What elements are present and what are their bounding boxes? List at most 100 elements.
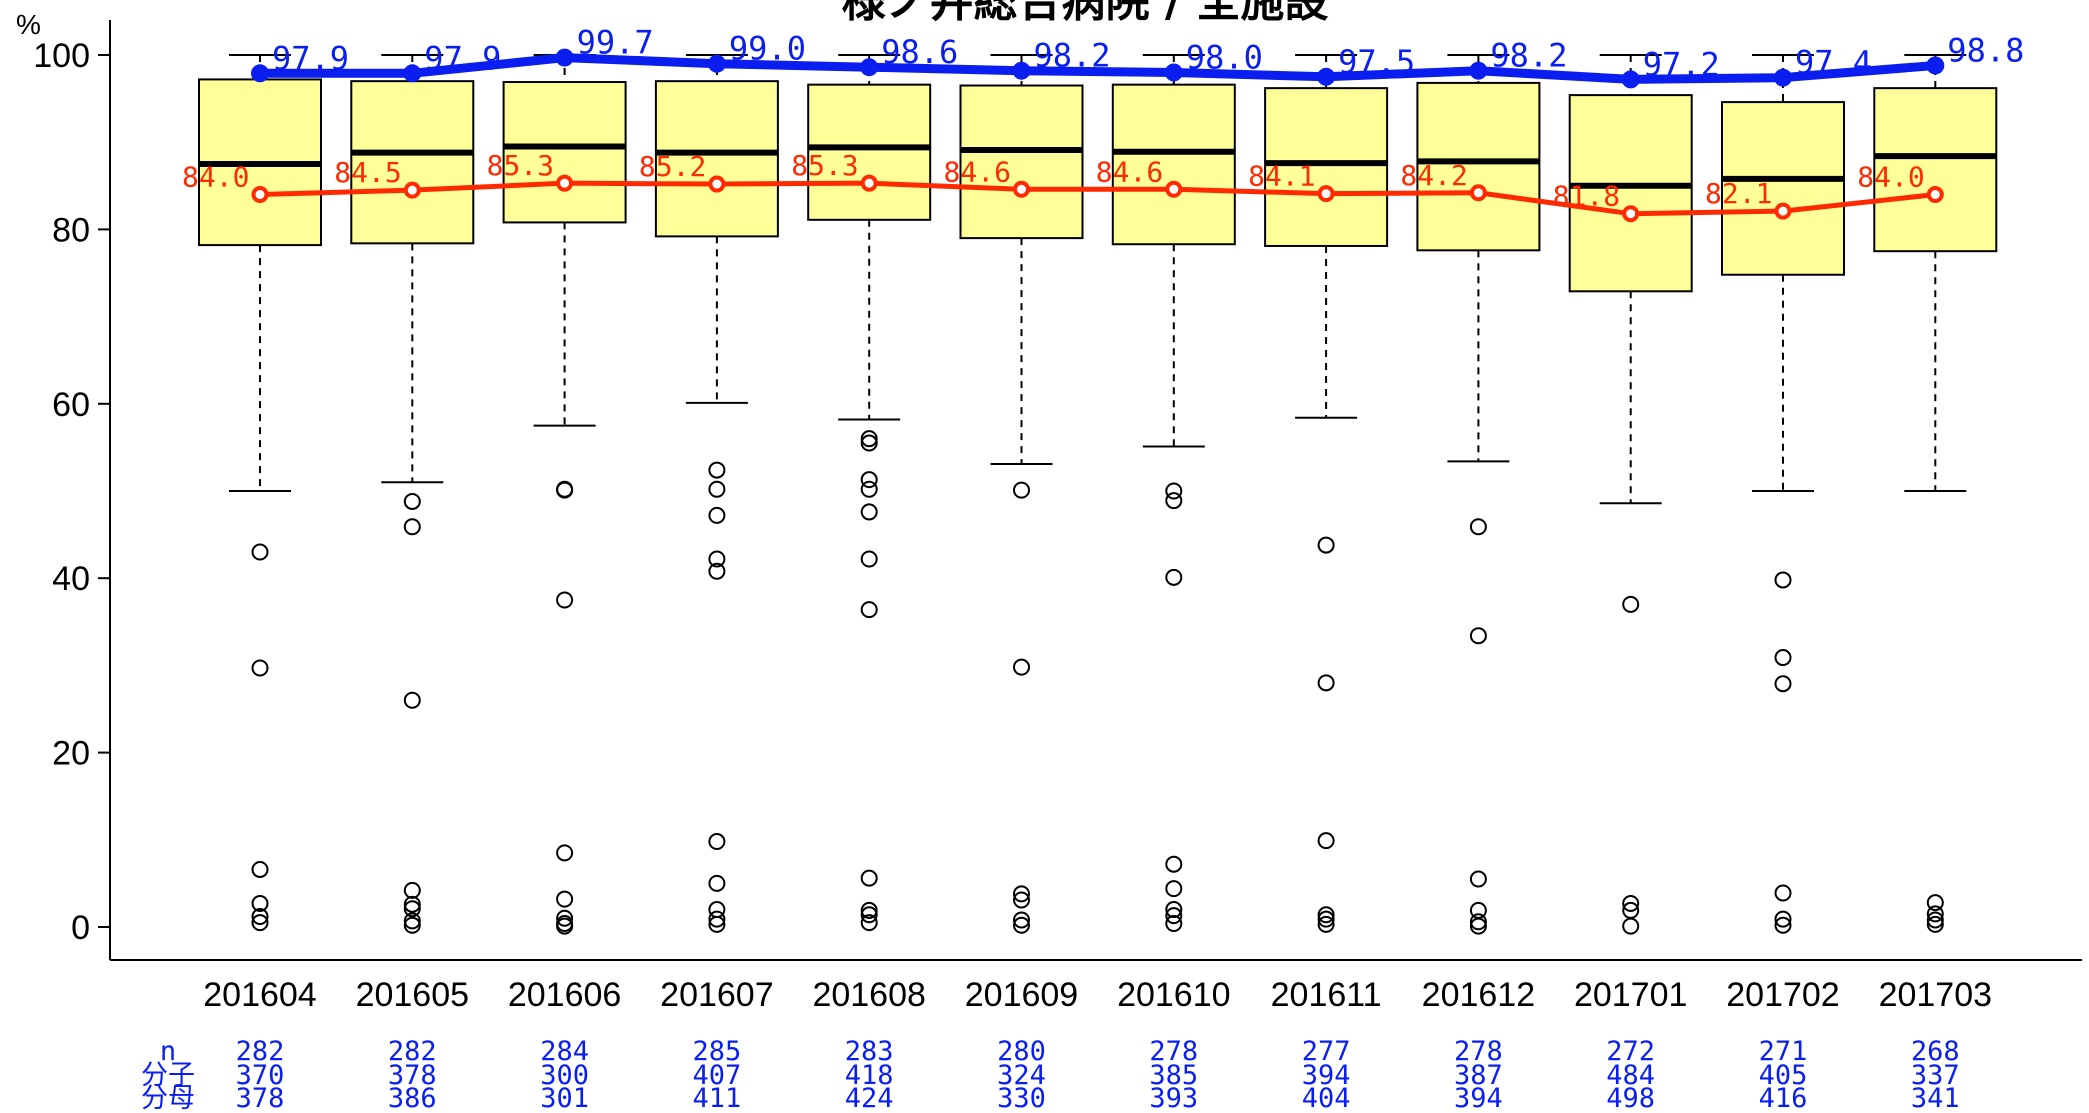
outlier-point <box>708 461 726 479</box>
count-value: 484 <box>1606 1060 1655 1091</box>
box-201606 <box>502 54 627 935</box>
outlier-point <box>1317 906 1335 924</box>
box-201604 <box>198 54 322 932</box>
x-tick-label: 201607 <box>660 976 773 1014</box>
count-value: 330 <box>997 1083 1046 1113</box>
outlier-point <box>556 890 574 908</box>
box-201701 <box>1568 54 1693 935</box>
series-point <box>556 174 574 192</box>
outlier-point <box>403 492 421 510</box>
outlier-point <box>708 480 726 498</box>
series-point-label: 81.8 <box>1553 180 1620 213</box>
y-tick-label: 40 <box>52 560 90 598</box>
outlier-point <box>708 833 726 851</box>
count-value: 271 <box>1759 1036 1808 1067</box>
outlier-point <box>860 869 878 887</box>
outlier-point <box>1317 536 1335 554</box>
box-iqr <box>1568 94 1693 293</box>
outlier-point <box>1469 518 1487 536</box>
series-point <box>403 64 422 83</box>
count-value: 300 <box>540 1060 589 1091</box>
outlier-point <box>403 518 421 536</box>
x-tick-label: 201701 <box>1574 976 1687 1014</box>
count-value: 498 <box>1606 1083 1655 1113</box>
box-iqr <box>1264 87 1389 247</box>
series-point <box>251 64 269 83</box>
count-row-label: n <box>160 1036 176 1067</box>
y-axis-label: % <box>16 9 41 40</box>
count-row-label: 分子 <box>141 1060 195 1091</box>
series-upper: 97.9 97.9 99.7 99.0 98.6 98.2 98.0 97.5 98.2 97.2… <box>251 24 2024 89</box>
box-201608 <box>807 54 932 932</box>
series-point-label: 98.8 <box>1947 31 2024 69</box>
outlier-point <box>1622 917 1640 935</box>
series-lower: 84.0 84.5 85.3 85.2 85.3 84.6 84.6 84.1 84.2 81.8… <box>182 149 1944 223</box>
series-point <box>1012 61 1031 80</box>
count-value: 407 <box>693 1060 742 1091</box>
series-point <box>1317 185 1335 203</box>
outlier-point <box>1317 832 1335 850</box>
outlier-point <box>1165 482 1183 500</box>
x-tick-label: 201611 <box>1271 976 1382 1014</box>
series-point-label: 97.9 <box>424 39 501 77</box>
outlier-point <box>860 434 878 452</box>
series-point <box>1317 67 1336 86</box>
outlier-point <box>1926 915 1944 933</box>
outlier-point <box>708 915 726 933</box>
series-point-label: 84.1 <box>1248 160 1315 193</box>
outlier-point <box>860 471 878 489</box>
series-point <box>1774 68 1792 87</box>
outlier-point <box>556 917 574 935</box>
series-line <box>260 53 1936 84</box>
box-iqr <box>807 83 932 221</box>
count-value: 283 <box>845 1036 894 1067</box>
count-value: 337 <box>1911 1060 1960 1091</box>
outlier-point <box>1926 894 1944 912</box>
outlier-point <box>403 895 421 913</box>
outlier-point <box>251 659 269 677</box>
outlier-point <box>1165 901 1183 919</box>
x-tick-label: 201609 <box>965 976 1078 1014</box>
series-point-label: 84.6 <box>1096 155 1163 188</box>
outlier-point <box>1774 649 1792 667</box>
count-value: 378 <box>388 1060 437 1091</box>
series-point <box>1926 186 1944 204</box>
y-tick-label: 100 <box>33 37 90 75</box>
outlier-point <box>556 591 574 609</box>
x-tick-label: 201610 <box>1117 976 1230 1014</box>
outlier-point <box>1165 880 1183 898</box>
outlier-point <box>708 506 726 524</box>
count-value: 418 <box>845 1060 894 1091</box>
box-201703 <box>1873 54 1998 933</box>
outlier-point <box>860 906 878 924</box>
outlier-point <box>1774 571 1792 589</box>
outlier-point <box>860 914 878 932</box>
series-point <box>555 48 574 67</box>
series-point <box>1621 70 1640 89</box>
series-point-label: 98.2 <box>1490 37 1567 75</box>
y-axis: 0 20 40 60 80 100 <box>33 20 111 960</box>
box-iqr <box>350 80 475 245</box>
outlier-point <box>251 908 269 926</box>
outlier-point <box>556 481 574 499</box>
x-tick-label: 201608 <box>812 976 925 1014</box>
series-point-label: 85.2 <box>639 150 706 183</box>
outlier-point <box>1926 905 1944 923</box>
count-value: 393 <box>1149 1083 1198 1113</box>
series-point-label: 97.9 <box>272 39 349 77</box>
outlier-point <box>708 550 726 568</box>
outlier-point <box>403 916 421 934</box>
box-iqr <box>502 81 627 224</box>
chart-title: 様ノ井総合病院 / 全施設 <box>842 0 1329 27</box>
series-point-label: 85.3 <box>791 149 858 182</box>
outlier-point <box>1622 595 1640 613</box>
outlier-point <box>556 909 574 927</box>
series-point <box>860 58 879 77</box>
series-point <box>1165 180 1183 198</box>
count-value: 386 <box>388 1083 437 1113</box>
series-point <box>708 175 726 193</box>
outlier-point <box>1013 911 1030 929</box>
outlier-point <box>1469 917 1487 935</box>
box-iqr <box>1416 81 1541 252</box>
count-value: 394 <box>1302 1060 1351 1091</box>
